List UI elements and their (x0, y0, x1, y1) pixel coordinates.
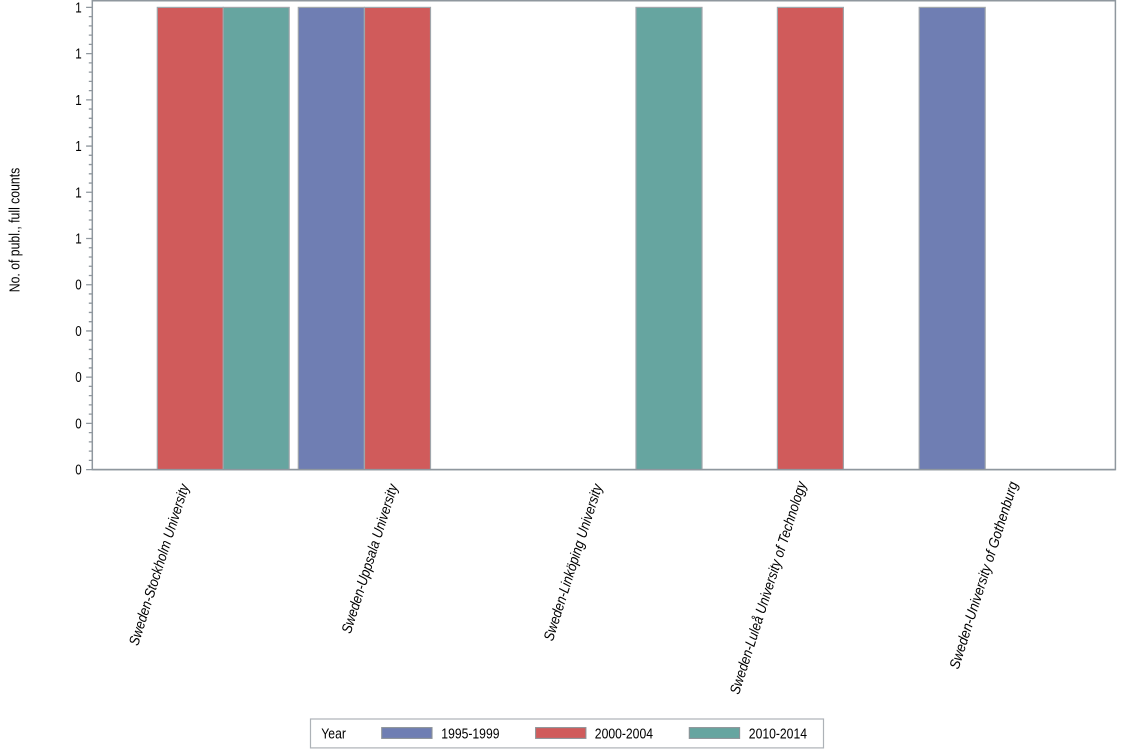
svg-text:0: 0 (75, 461, 81, 478)
svg-text:1995-1999: 1995-1999 (441, 725, 499, 741)
svg-text:0: 0 (75, 369, 81, 386)
svg-text:Year: Year (321, 725, 346, 741)
svg-text:0: 0 (75, 415, 81, 432)
svg-text:1: 1 (75, 184, 81, 201)
svg-text:1: 1 (75, 92, 81, 109)
svg-text:0: 0 (75, 276, 81, 293)
svg-text:1: 1 (75, 45, 81, 62)
svg-text:1: 1 (75, 0, 81, 16)
svg-text:2010-2014: 2010-2014 (749, 725, 808, 741)
svg-text:0: 0 (75, 323, 81, 340)
svg-text:1: 1 (75, 230, 81, 247)
svg-text:2000-2004: 2000-2004 (595, 725, 654, 741)
svg-text:No. of publ., full counts: No. of publ., full counts (7, 167, 23, 292)
svg-text:1: 1 (75, 138, 81, 155)
